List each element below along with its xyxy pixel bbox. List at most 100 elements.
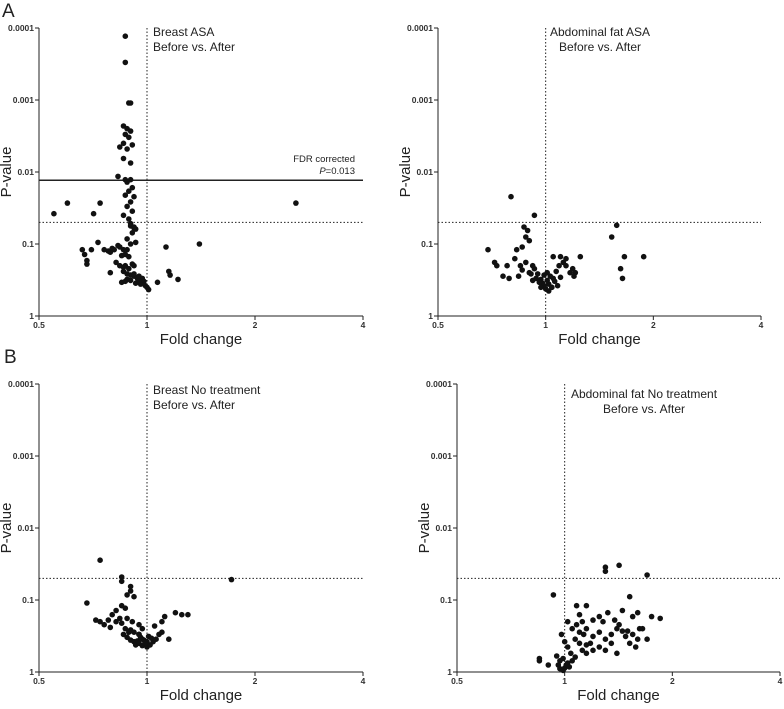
chart-4-x-tick-label: 1 bbox=[562, 676, 567, 686]
chart-2-data-point bbox=[545, 288, 552, 294]
chart-4-data-point bbox=[583, 650, 590, 657]
chart-3-data-point bbox=[131, 629, 137, 635]
chart-1-data-point bbox=[107, 269, 114, 276]
chart-4-data-point bbox=[564, 644, 571, 650]
chart-3-data-point bbox=[113, 618, 119, 625]
chart-3-data-point bbox=[151, 623, 158, 629]
panel-label-b: B bbox=[4, 347, 17, 368]
chart-1-data-point bbox=[127, 128, 134, 134]
chart-3-data-point bbox=[107, 624, 114, 631]
chart-4-data-point bbox=[596, 644, 603, 650]
chart-1-data-point bbox=[126, 265, 132, 272]
chart-1-y-tick-label: 0.1 bbox=[22, 239, 34, 249]
chart-4-data-point bbox=[576, 640, 583, 647]
chart-4-data-point bbox=[644, 572, 650, 578]
chart-3-data-point bbox=[126, 629, 132, 635]
chart-1-data-point bbox=[131, 224, 137, 230]
chart-3-data-point bbox=[159, 618, 165, 625]
chart-1-x-tick-label: 4 bbox=[361, 320, 366, 330]
chart-3-y-axis-title: P-value bbox=[0, 503, 15, 554]
chart-1-data-point bbox=[113, 259, 119, 266]
chart-4-data-point bbox=[608, 631, 615, 638]
chart-3-data-point bbox=[124, 592, 130, 598]
chart-2-data-point bbox=[536, 279, 543, 286]
chart-2-data-point bbox=[557, 274, 564, 281]
chart-4-data-point bbox=[629, 613, 636, 620]
chart-4-y-tick-label: 0.1 bbox=[440, 595, 452, 605]
chart-1-data-point bbox=[124, 246, 130, 253]
chart-1-data-point bbox=[145, 286, 152, 293]
chart-3-annotation-line2: Before vs. After bbox=[153, 398, 235, 412]
chart-2-data-point bbox=[534, 271, 541, 277]
chart-4-data-point bbox=[602, 564, 609, 570]
chart-3-data-point bbox=[118, 574, 125, 580]
chart-4-data-point bbox=[616, 562, 622, 569]
chart-2-data-point bbox=[529, 277, 536, 284]
chart-2-data-point bbox=[531, 265, 538, 272]
chart-2-data-point bbox=[523, 259, 529, 266]
chart-3-data-point bbox=[159, 629, 165, 635]
chart-1-data-point bbox=[129, 142, 136, 148]
chart-2-y-tick-label: 0.001 bbox=[412, 95, 434, 105]
chart-2-data-point bbox=[528, 271, 534, 277]
panel-label-a: A bbox=[2, 1, 15, 22]
chart-3-data-point bbox=[97, 618, 103, 625]
chart-3-x-tick-label: 0.5 bbox=[33, 676, 45, 686]
chart-1-y-axis-title: P-value bbox=[0, 147, 15, 198]
chart-4-data-point bbox=[602, 636, 609, 642]
chart-1-data-point bbox=[196, 241, 203, 247]
chart-4-y-tick-label: 0.01 bbox=[435, 523, 452, 533]
chart-1-data-point bbox=[129, 230, 136, 236]
chart-2-data-point bbox=[494, 262, 500, 269]
chart-2-y-axis-title: P-value bbox=[397, 147, 414, 198]
chart-4-data-point bbox=[629, 631, 636, 638]
chart-4-annotation-line1: Abdominal fat No treatment bbox=[571, 387, 718, 401]
chart-2-y-tick-label: 0.0001 bbox=[407, 23, 433, 33]
chart-2-data-point bbox=[571, 273, 577, 280]
chart-4-data-point bbox=[657, 615, 663, 622]
chart-2-y-tick-label: 0.01 bbox=[416, 167, 433, 177]
chart-3-annotation-line1: Breast No treatment bbox=[153, 383, 261, 397]
chart-4-data-point bbox=[569, 625, 575, 632]
chart-3-data-point bbox=[101, 621, 107, 628]
chart-1-data-point bbox=[131, 262, 137, 269]
chart-4-y-axis-title: P-value bbox=[416, 503, 433, 554]
chart-3-data-point bbox=[179, 611, 185, 618]
chart-3-data-point bbox=[148, 635, 155, 642]
chart-4-data-point bbox=[579, 618, 586, 625]
chart-1-data-point bbox=[64, 200, 71, 206]
chart-3-x-axis-title: Fold change bbox=[160, 687, 243, 704]
chart-4-data-point bbox=[566, 664, 573, 670]
chart-4-data-point bbox=[568, 650, 574, 657]
chart-1-data-point bbox=[51, 210, 57, 217]
chart-4-data-point bbox=[596, 613, 603, 620]
chart-2-data-point bbox=[608, 234, 615, 240]
chart-1-data-point bbox=[124, 179, 130, 185]
chart-4-data-point bbox=[619, 607, 626, 614]
chart-1-data-point bbox=[175, 276, 181, 283]
chart-4-data-point bbox=[573, 621, 580, 628]
chart-4-data-point bbox=[590, 647, 596, 654]
chart-4-data-point bbox=[536, 658, 543, 664]
chart-2-data-point bbox=[544, 269, 550, 276]
chart-4-data-point bbox=[573, 602, 580, 609]
chart-1-data-point bbox=[127, 160, 134, 166]
chart-4-data-point bbox=[611, 617, 618, 623]
chart-4-data-point bbox=[550, 592, 557, 598]
chart-4-data-point bbox=[600, 618, 606, 625]
chart-3-data-point bbox=[122, 625, 129, 632]
chart-4-data-point bbox=[616, 621, 622, 628]
chart-1-data-point bbox=[120, 212, 127, 219]
chart-3-data-point bbox=[124, 615, 130, 622]
chart-1-data-point bbox=[88, 246, 95, 253]
chart-4-data-point bbox=[622, 633, 629, 640]
chart-4-data-point bbox=[608, 640, 615, 647]
chart-3-data-point bbox=[127, 588, 134, 594]
chart-4-data-point bbox=[564, 618, 571, 625]
chart-1-annotation-line2: Before vs. After bbox=[153, 40, 235, 54]
chart-4-data-point bbox=[557, 658, 563, 664]
chart-2-data-point bbox=[500, 273, 506, 280]
chart-4-data-point bbox=[644, 636, 650, 642]
chart-3-data-point bbox=[129, 618, 136, 625]
